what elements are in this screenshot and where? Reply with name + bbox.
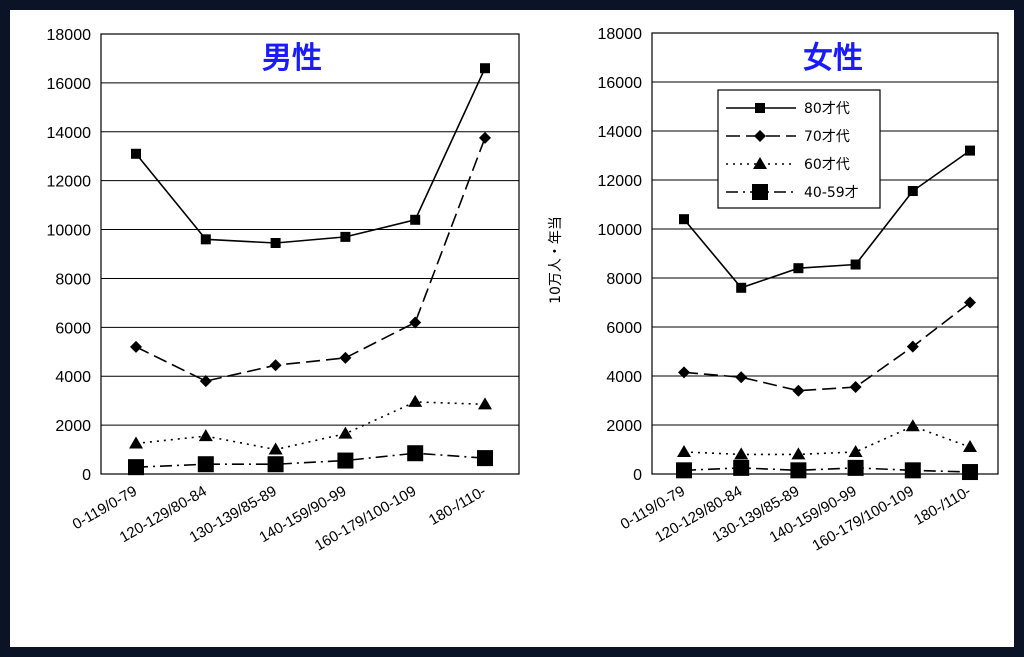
data-point-marker [793,263,804,274]
y-tick-label: 8000 [606,271,642,288]
legend-label: 70才代 [804,129,850,145]
legend-label: 60才代 [804,157,850,173]
data-point-marker [477,450,493,467]
data-point-marker [962,464,978,481]
y-tick-label: 18000 [47,27,92,44]
y-tick-label: 4000 [606,369,642,386]
data-point-marker [792,384,805,397]
y-tick-label: 16000 [598,75,643,92]
legend-label: 40-59才 [804,185,859,201]
data-point-marker [676,462,692,479]
data-point-marker [478,397,492,410]
data-point-marker [965,145,975,156]
data-point-marker [338,426,353,439]
y-tick-label: 14000 [47,125,92,142]
series-line [135,452,486,468]
data-point-marker [848,444,863,457]
y-axis-label: 10万人・年当 [548,216,564,304]
y-tick-label: 10000 [598,222,643,239]
y-tick-label: 6000 [55,320,91,337]
chart-title: 女性 [803,41,863,76]
data-point-marker [409,316,422,329]
data-point-marker [129,436,143,449]
series-line [135,137,486,382]
y-tick-label: 10000 [47,223,92,240]
y-tick-label: 12000 [47,174,92,191]
legend-box [717,89,881,209]
data-point-marker [734,447,749,460]
data-point-marker [200,234,211,245]
y-tick-label: 14000 [598,124,643,141]
data-point-marker [337,452,354,469]
data-point-marker [340,231,351,242]
legend-label: 80才代 [804,101,850,117]
y-tick-label: 0 [633,467,642,484]
data-point-marker [963,440,977,453]
data-point-marker [131,148,141,159]
y-tick-label: 4000 [55,369,91,386]
data-point-marker [480,63,490,74]
chart-title: 男性 [262,41,322,76]
data-point-marker [198,429,213,442]
series-line [135,401,486,451]
data-point-marker [850,259,861,270]
data-point-marker [128,459,144,476]
y-tick-label: 16000 [47,76,92,93]
data-point-marker [268,442,283,455]
data-point-marker [906,340,919,353]
y-tick-label: 18000 [598,26,643,43]
data-point-marker [791,447,806,460]
series-line [683,301,971,392]
legend-marker [755,103,765,113]
data-point-marker [907,186,918,197]
legend-marker [754,130,766,142]
data-point-marker [733,459,750,476]
data-point-marker [849,381,862,394]
y-tick-label: 0 [82,467,91,484]
data-point-marker [197,456,214,473]
data-point-marker [679,214,689,225]
data-point-marker [479,131,491,144]
series-line [683,149,971,289]
y-tick-label: 6000 [606,320,642,337]
data-point-marker [964,296,976,309]
y-tick-label: 2000 [55,418,91,435]
plot-area [100,33,520,475]
y-tick-label: 2000 [606,418,642,435]
data-point-marker [408,394,423,407]
data-point-marker [905,419,920,432]
y-tick-label: 8000 [55,271,91,288]
data-point-marker [847,459,864,476]
data-point-marker [904,462,921,479]
data-point-marker [677,444,691,457]
data-point-marker [790,462,807,479]
data-point-marker [410,214,421,225]
data-point-marker [339,351,352,364]
data-point-marker [736,282,747,293]
data-point-marker [130,340,142,353]
legend-marker [753,157,767,169]
data-point-marker [267,456,284,473]
data-point-marker [678,366,690,379]
data-point-marker [269,359,282,372]
data-point-marker [199,375,212,388]
y-tick-label: 12000 [598,173,643,190]
legend-marker [752,184,768,200]
series-line [135,67,486,244]
data-point-marker [735,371,748,384]
data-point-marker [270,238,281,248]
data-point-marker [407,445,424,462]
